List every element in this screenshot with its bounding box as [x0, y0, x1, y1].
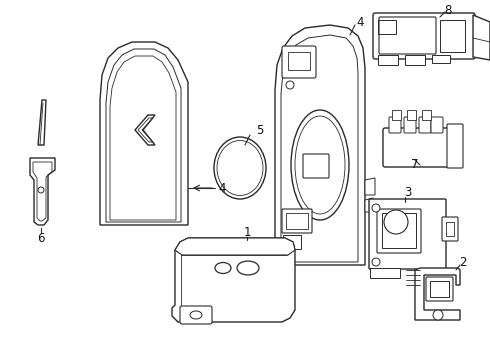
Bar: [422, 110, 431, 120]
Text: 4: 4: [218, 181, 226, 194]
Polygon shape: [172, 238, 295, 322]
Text: 2: 2: [459, 256, 467, 269]
Polygon shape: [38, 100, 46, 145]
Text: 5: 5: [256, 123, 264, 136]
Circle shape: [372, 258, 380, 266]
FancyBboxPatch shape: [369, 199, 446, 269]
Circle shape: [372, 204, 380, 212]
Polygon shape: [100, 42, 188, 225]
Bar: [392, 110, 401, 120]
Bar: [283, 235, 301, 249]
Bar: [405, 55, 425, 65]
Bar: [430, 281, 449, 297]
FancyBboxPatch shape: [373, 13, 475, 59]
Polygon shape: [473, 15, 490, 60]
Bar: [440, 20, 465, 52]
Bar: [378, 20, 396, 34]
Text: 3: 3: [404, 186, 412, 199]
Bar: [446, 222, 454, 236]
Bar: [407, 110, 416, 120]
Bar: [432, 55, 450, 63]
FancyBboxPatch shape: [447, 124, 463, 168]
FancyBboxPatch shape: [442, 217, 458, 241]
Text: 7: 7: [411, 158, 419, 171]
FancyBboxPatch shape: [303, 154, 329, 178]
FancyBboxPatch shape: [282, 209, 312, 233]
Bar: [370, 268, 400, 278]
FancyBboxPatch shape: [383, 128, 452, 167]
FancyBboxPatch shape: [426, 277, 453, 301]
FancyBboxPatch shape: [389, 117, 401, 133]
Circle shape: [38, 187, 44, 193]
Circle shape: [433, 310, 443, 320]
FancyBboxPatch shape: [282, 46, 316, 78]
Polygon shape: [275, 25, 365, 265]
Bar: [286, 213, 308, 229]
Bar: [382, 213, 416, 248]
Bar: [288, 52, 310, 70]
Bar: [378, 55, 398, 65]
Circle shape: [384, 210, 408, 234]
Ellipse shape: [214, 137, 266, 199]
Ellipse shape: [215, 262, 231, 274]
FancyBboxPatch shape: [180, 306, 212, 324]
Ellipse shape: [190, 311, 202, 319]
Polygon shape: [175, 238, 295, 255]
Circle shape: [286, 81, 294, 89]
FancyBboxPatch shape: [431, 117, 443, 133]
Text: 4: 4: [356, 15, 364, 28]
Polygon shape: [415, 268, 460, 320]
Text: 6: 6: [37, 231, 45, 244]
Polygon shape: [365, 178, 375, 195]
Polygon shape: [365, 198, 373, 212]
Polygon shape: [30, 158, 55, 225]
FancyBboxPatch shape: [377, 209, 421, 253]
Text: 1: 1: [243, 226, 251, 239]
Ellipse shape: [237, 261, 259, 275]
FancyBboxPatch shape: [419, 117, 431, 133]
FancyBboxPatch shape: [404, 117, 416, 133]
Text: 8: 8: [444, 4, 452, 17]
